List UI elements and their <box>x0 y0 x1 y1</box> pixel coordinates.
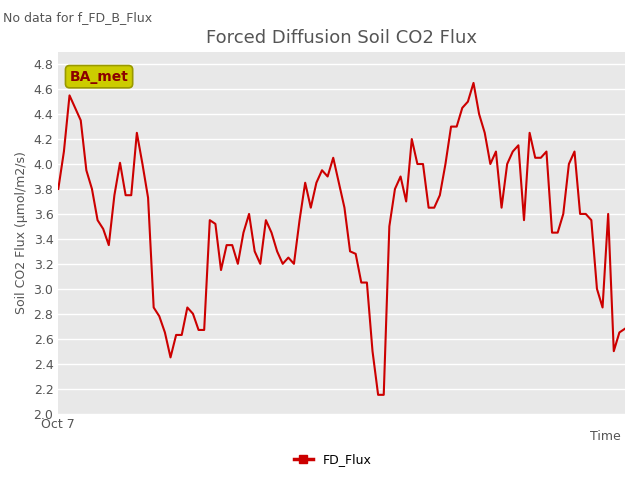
Text: No data for f_FD_B_Flux: No data for f_FD_B_Flux <box>3 11 152 24</box>
Text: BA_met: BA_met <box>70 70 129 84</box>
Title: Forced Diffusion Soil CO2 Flux: Forced Diffusion Soil CO2 Flux <box>206 29 477 48</box>
Text: Time: Time <box>590 430 621 444</box>
Legend: FD_Flux: FD_Flux <box>289 448 376 471</box>
Y-axis label: Soil CO2 Flux (μmol/m2/s): Soil CO2 Flux (μmol/m2/s) <box>15 151 28 314</box>
